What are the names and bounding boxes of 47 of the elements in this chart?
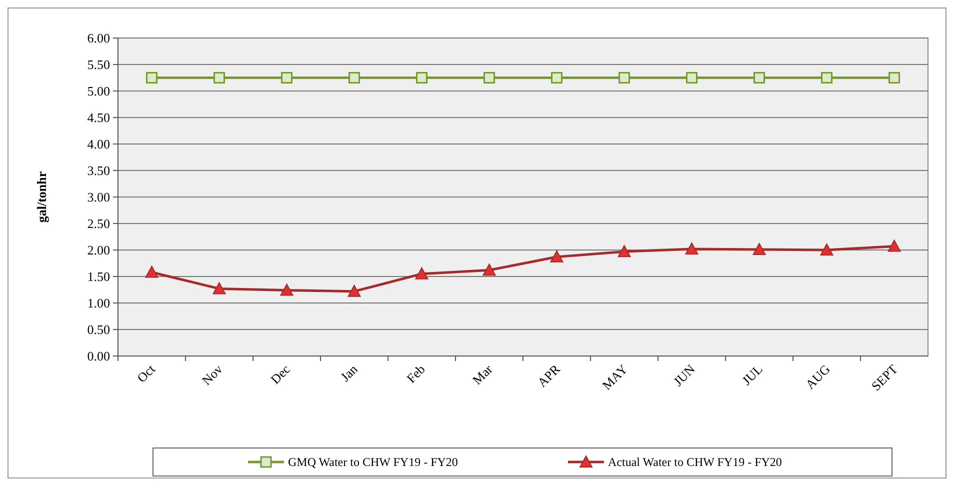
x-tick-label: Mar: [469, 361, 496, 388]
x-tick-label: Dec: [267, 361, 294, 387]
x-tick-label: JUL: [738, 361, 766, 388]
y-tick-label: 6.00: [87, 30, 110, 46]
point: [348, 72, 360, 84]
y-tick-label: 3.50: [87, 163, 110, 178]
point: [550, 250, 564, 262]
point: [212, 282, 226, 294]
y-tick-label: 1.50: [87, 269, 110, 284]
point: [888, 240, 901, 252]
point: [551, 72, 562, 84]
y-tick-label: 2.50: [87, 216, 110, 232]
x-tick-label: Nov: [198, 361, 226, 388]
point: [348, 284, 361, 297]
y-tick-label: 4.00: [87, 136, 110, 152]
point: [618, 245, 631, 258]
y-tick-label: 5.50: [87, 57, 110, 72]
point: [618, 72, 630, 84]
point: [821, 72, 832, 84]
x-tick-label: Oct: [134, 361, 158, 386]
point: [484, 72, 495, 84]
point: [415, 267, 428, 280]
point: [685, 242, 698, 254]
y-tick-label: 1.00: [87, 296, 110, 311]
y-tick-label: 0.00: [87, 348, 110, 364]
point: [416, 72, 428, 84]
point: [145, 266, 158, 278]
legend-label: Actual Water to CHW FY19 - FY20: [608, 455, 782, 470]
legend-label: GMQ Water to CHW FY19 - FY20: [288, 455, 458, 470]
y-tick-label: 3.00: [87, 190, 110, 205]
point: [754, 72, 765, 84]
point: [214, 72, 225, 84]
point: [888, 72, 900, 84]
point: [482, 264, 496, 276]
point: [146, 72, 158, 84]
y-axis-title: gal/tonhr: [34, 171, 49, 223]
point: [686, 72, 698, 84]
point: [820, 244, 834, 256]
y-tick-label: 0.50: [87, 322, 110, 338]
y-tick-label: 2.00: [87, 242, 110, 258]
x-tick-label: Feb: [403, 362, 428, 386]
y-tick-label: 4.50: [87, 110, 110, 126]
point: [280, 284, 294, 296]
x-tick-label: Jan: [338, 361, 361, 384]
y-tick-label: 5.00: [87, 84, 110, 99]
point: [752, 242, 766, 255]
point: [281, 72, 292, 84]
